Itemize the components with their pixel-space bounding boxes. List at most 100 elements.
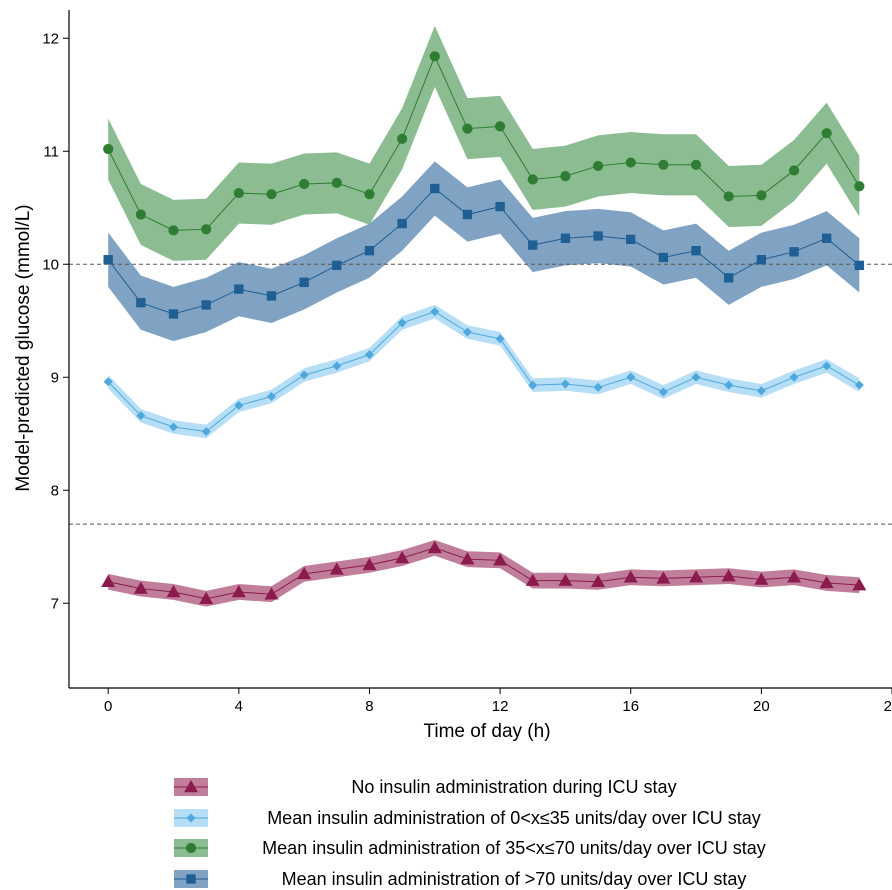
series-line-4 <box>107 187 860 315</box>
series-markers <box>101 51 867 604</box>
data-point-s4-23 <box>854 260 865 271</box>
data-point-s4-17 <box>658 252 669 263</box>
legend-marker <box>184 780 198 793</box>
data-point-s2-10 <box>430 307 440 317</box>
confidence-band-4 <box>108 161 860 342</box>
data-point-s3-22 <box>821 128 832 139</box>
legend-marker <box>185 842 197 854</box>
data-point-s2-13 <box>528 380 538 390</box>
data-point-s4-12 <box>495 201 505 212</box>
data-point-s2-4 <box>234 401 244 410</box>
data-point-s4-9 <box>397 218 407 229</box>
x-tick-label: 8 <box>365 698 373 715</box>
series-line-3 <box>107 55 860 231</box>
data-point-s2-23 <box>854 380 864 390</box>
data-point-s3-20 <box>756 190 767 201</box>
legend: No insulin administration during ICU sta… <box>174 777 766 889</box>
data-point-s4-11 <box>462 209 473 220</box>
data-point-s4-22 <box>822 233 832 243</box>
data-point-s4-19 <box>724 273 734 283</box>
data-point-s4-7 <box>332 260 342 271</box>
legend-marker <box>186 874 196 884</box>
data-point-s1-5 <box>264 587 279 600</box>
data-point-s1-21 <box>787 570 802 583</box>
data-point-s4-2 <box>168 309 179 319</box>
data-point-s1-15 <box>591 574 606 588</box>
data-point-s2-12 <box>495 334 505 344</box>
data-point-s4-5 <box>266 291 277 301</box>
data-point-s3-14 <box>560 171 571 182</box>
confidence-bands <box>108 25 860 607</box>
data-point-s4-15 <box>593 231 603 241</box>
data-point-s4-8 <box>364 246 375 256</box>
data-point-s1-11 <box>460 552 475 565</box>
data-point-s3-23 <box>854 181 865 192</box>
data-point-s2-21 <box>789 372 799 382</box>
data-point-s3-4 <box>233 187 244 199</box>
data-point-s2-14 <box>560 379 570 389</box>
confidence-band-1 <box>108 539 860 607</box>
data-point-s1-8 <box>362 557 377 571</box>
data-point-s1-17 <box>656 571 671 584</box>
data-point-s3-17 <box>658 159 669 170</box>
data-point-s2-6 <box>299 370 309 380</box>
data-point-s3-8 <box>364 189 375 200</box>
data-point-s3-16 <box>625 157 636 168</box>
data-point-s2-3 <box>201 426 211 436</box>
legend-item-1: No insulin administration during ICU sta… <box>174 777 677 797</box>
data-point-s1-1 <box>133 581 148 594</box>
data-point-s2-19 <box>724 380 734 390</box>
data-point-s3-2 <box>168 225 179 236</box>
data-point-s1-12 <box>493 553 508 566</box>
confidence-band-2 <box>108 304 860 439</box>
x-tick-label: 24 <box>884 698 892 715</box>
data-point-s2-20 <box>756 386 766 396</box>
series-line-1 <box>108 547 860 600</box>
data-point-s1-10 <box>427 540 442 554</box>
y-axis-label: Model-predicted glucose (mmol/L) <box>13 204 34 491</box>
legend-item-4: Mean insulin administration of >70 units… <box>174 869 746 889</box>
data-point-s3-7 <box>331 177 342 188</box>
y-tick-label: 12 <box>42 30 59 47</box>
data-point-s4-16 <box>626 234 636 245</box>
data-point-s2-22 <box>822 361 832 371</box>
data-point-s2-8 <box>364 350 374 360</box>
series-line-2 <box>107 311 860 433</box>
y-tick-label: 7 <box>51 595 59 612</box>
data-point-s4-18 <box>691 246 701 256</box>
data-point-s1-6 <box>297 566 312 580</box>
data-point-s1-18 <box>689 570 704 583</box>
data-point-s3-1 <box>135 209 146 220</box>
data-point-s2-15 <box>593 382 603 392</box>
x-tick-label: 16 <box>622 698 639 715</box>
data-point-s1-9 <box>395 551 410 564</box>
x-tick-label: 20 <box>753 698 770 715</box>
data-point-s2-5 <box>266 391 276 401</box>
data-point-s4-3 <box>201 300 211 310</box>
data-point-s2-11 <box>462 327 472 337</box>
data-point-s1-20 <box>754 572 769 585</box>
y-tick-label: 10 <box>42 256 59 273</box>
legend-label: Mean insulin administration of 0<x≤35 un… <box>267 808 761 828</box>
x-tick-label: 0 <box>104 698 112 715</box>
legend-item-2: Mean insulin administration of 0<x≤35 un… <box>174 808 761 828</box>
data-point-s3-5 <box>266 189 277 200</box>
y-tick-label: 11 <box>43 143 59 160</box>
axes: 0 4 8 12 16 20 24 7 8 9 10 11 12 <box>42 10 892 715</box>
data-point-s2-17 <box>658 387 668 397</box>
legend-label: Mean insulin administration of 35<x≤70 u… <box>262 838 766 858</box>
data-point-s4-10 <box>430 183 440 194</box>
data-point-s1-19 <box>721 569 736 582</box>
data-point-s1-14 <box>558 573 573 586</box>
data-point-s3-9 <box>397 133 408 144</box>
data-point-s4-4 <box>234 284 244 294</box>
series-lines <box>107 55 860 600</box>
data-point-s3-10 <box>429 51 440 62</box>
data-point-s4-13 <box>528 240 538 250</box>
confidence-band-3 <box>108 25 860 261</box>
data-point-s3-11 <box>462 123 473 134</box>
x-tick-label: 12 <box>492 698 509 715</box>
data-point-s2-7 <box>332 361 342 371</box>
data-point-s4-6 <box>299 277 309 288</box>
